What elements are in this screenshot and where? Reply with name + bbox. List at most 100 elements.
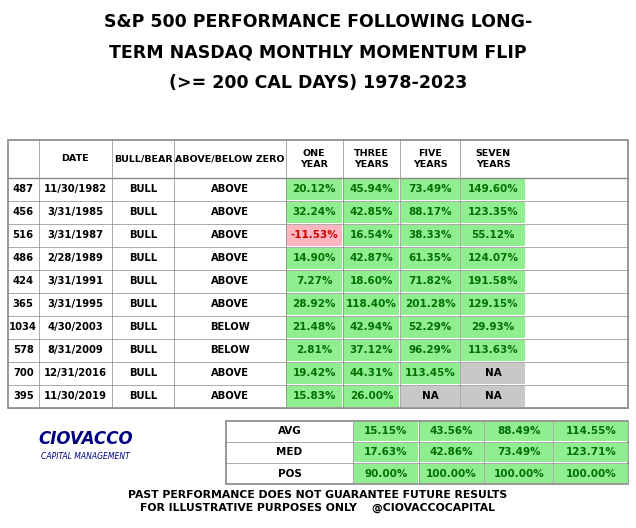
Text: BELOW: BELOW [210,322,250,332]
Bar [286,294,342,315]
Text: 113.63%: 113.63% [468,345,518,355]
Text: BULL: BULL [129,368,157,378]
Text: 2.81%: 2.81% [296,345,332,355]
Text: ABOVE: ABOVE [211,276,249,286]
Text: 15.15%: 15.15% [364,427,408,436]
Bar [401,271,460,291]
Bar [485,443,553,462]
Bar [343,271,399,291]
Text: 3/31/1987: 3/31/1987 [47,230,104,240]
Text: 124.07%: 124.07% [467,253,519,263]
Text: BULL: BULL [129,276,157,286]
Bar [8,140,628,408]
Text: 8/31/2009: 8/31/2009 [48,345,103,355]
Text: ABOVE/BELOW ZERO: ABOVE/BELOW ZERO [175,154,285,164]
Text: 114.55%: 114.55% [565,427,616,436]
Text: SEVEN
YEARS: SEVEN YEARS [476,149,511,169]
Text: 3/31/1995: 3/31/1995 [47,299,104,309]
Bar [343,179,399,200]
Text: 61.35%: 61.35% [408,253,452,263]
Bar [343,317,399,338]
Text: POS: POS [277,469,301,478]
Text: 3/31/1985: 3/31/1985 [47,208,104,218]
Text: BULL: BULL [129,184,157,194]
Bar [461,225,525,246]
Text: CIOVACCO: CIOVACCO [39,430,133,448]
Text: 7.27%: 7.27% [296,276,333,286]
Text: MED: MED [277,448,303,457]
Bar [343,225,399,246]
Bar [461,317,525,338]
Text: 96.29%: 96.29% [408,345,452,355]
Bar [401,225,460,246]
Text: 19.42%: 19.42% [293,368,336,378]
Bar [286,225,342,246]
Bar [286,248,342,269]
Bar [226,421,628,484]
Bar [286,340,342,361]
Text: 73.49%: 73.49% [408,184,452,194]
Text: 38.33%: 38.33% [408,230,452,240]
Text: 17.63%: 17.63% [364,448,408,457]
Text: 456: 456 [13,208,34,218]
Text: 43.56%: 43.56% [430,427,473,436]
Text: 32.24%: 32.24% [293,208,336,218]
Text: 42.94%: 42.94% [350,322,393,332]
Bar [286,317,342,338]
Bar [554,422,628,441]
Text: 52.29%: 52.29% [408,322,452,332]
Text: 578: 578 [13,345,34,355]
Bar [343,248,399,269]
Text: 45.94%: 45.94% [350,184,393,194]
Bar [343,363,399,383]
Text: 123.35%: 123.35% [468,208,518,218]
Bar [401,179,460,200]
Bar [286,271,342,291]
Text: 12/31/2016: 12/31/2016 [44,368,107,378]
Text: BULL: BULL [129,391,157,401]
Bar [286,202,342,223]
Text: 44.31%: 44.31% [350,368,393,378]
Text: BULL: BULL [129,345,157,355]
Bar [461,363,525,383]
Bar [461,294,525,315]
Text: 26.00%: 26.00% [350,391,393,401]
Text: CAPITAL MANAGEMENT: CAPITAL MANAGEMENT [41,452,130,461]
Text: 700: 700 [13,368,34,378]
Text: 149.60%: 149.60% [468,184,518,194]
Text: BELOW: BELOW [210,345,250,355]
Bar [461,248,525,269]
Text: ABOVE: ABOVE [211,368,249,378]
Text: 118.40%: 118.40% [346,299,397,309]
Text: BULL: BULL [129,322,157,332]
Bar [485,464,553,483]
Bar [401,385,460,407]
Text: 18.60%: 18.60% [350,276,393,286]
Text: 42.85%: 42.85% [350,208,393,218]
Bar [419,443,483,462]
Bar [354,464,418,483]
Text: ABOVE: ABOVE [211,391,249,401]
Text: BULL: BULL [129,230,157,240]
Text: 88.49%: 88.49% [497,427,541,436]
Text: 20.12%: 20.12% [293,184,336,194]
Text: BULL/BEAR: BULL/BEAR [114,154,172,164]
Bar [343,202,399,223]
Text: 100.00%: 100.00% [426,469,477,478]
Text: 113.45%: 113.45% [405,368,455,378]
Text: (>= 200 CAL DAYS) 1978-2023: (>= 200 CAL DAYS) 1978-2023 [169,74,467,92]
Bar [343,340,399,361]
Bar [401,340,460,361]
Text: BULL: BULL [129,208,157,218]
Text: 42.86%: 42.86% [430,448,473,457]
Text: BULL: BULL [129,299,157,309]
Text: AVG: AVG [277,427,301,436]
Text: ABOVE: ABOVE [211,184,249,194]
Text: 100.00%: 100.00% [565,469,616,478]
Text: NA: NA [422,391,439,401]
Text: 100.00%: 100.00% [494,469,544,478]
Text: 42.87%: 42.87% [350,253,393,263]
Bar [461,271,525,291]
Text: 129.15%: 129.15% [468,299,518,309]
Text: NA: NA [485,391,502,401]
